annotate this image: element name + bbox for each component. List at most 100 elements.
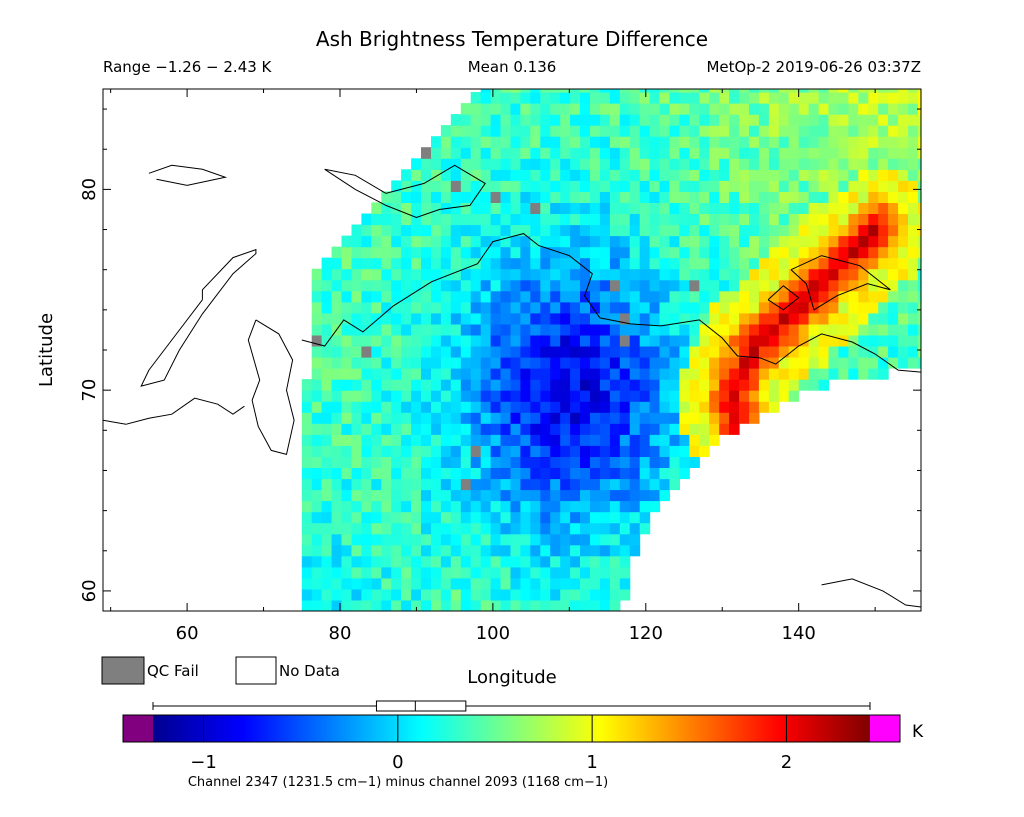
heat-cell: [580, 89, 591, 93]
heat-cell: [490, 555, 502, 568]
heat-cell: [649, 235, 661, 248]
heat-cell: [599, 191, 611, 203]
heat-cell: [510, 224, 521, 237]
heat-cell: [838, 89, 849, 93]
heat-cell: [550, 434, 561, 446]
heat-cell: [719, 412, 730, 424]
heat-cell: [351, 301, 362, 314]
heat-cell: [768, 268, 780, 281]
heat-cell: [609, 445, 621, 457]
heat-cell: [480, 368, 492, 380]
heat-cell: [580, 180, 591, 192]
heat-cell: [341, 279, 352, 292]
heat-cell: [599, 555, 611, 568]
heat-cell: [401, 246, 412, 259]
heat-cell: [431, 412, 442, 424]
heat-cell: [609, 544, 621, 557]
heat-cell: [401, 423, 412, 435]
heat-cell: [440, 511, 452, 524]
heat-cell: [371, 379, 382, 391]
heat-cell: [709, 357, 720, 369]
no-data-label: No Data: [279, 662, 340, 680]
heat-cell: [421, 423, 432, 435]
x-tick-label: 120: [629, 623, 663, 644]
heat-cell: [321, 357, 333, 369]
heat-cell: [361, 323, 372, 336]
heat-cell: [311, 577, 323, 590]
heat-cell: [639, 323, 651, 336]
heat-cell: [659, 323, 670, 336]
heat-cell: [321, 522, 333, 535]
heat-cell: [908, 224, 919, 237]
heat-cell: [908, 169, 919, 181]
heat-cell: [490, 390, 502, 402]
heat-cell: [510, 434, 521, 446]
heat-cell: [749, 334, 760, 347]
heat-cell: [908, 346, 919, 358]
heat-cell: [629, 257, 641, 270]
heat-cell: [540, 445, 551, 457]
heat-cell: [580, 312, 591, 325]
heat-cell: [888, 114, 899, 126]
heat-cell: [391, 445, 402, 457]
heat-cell: [619, 114, 631, 126]
heat-cell: [729, 202, 740, 214]
heat-cell: [709, 125, 720, 137]
heat-cell: [590, 103, 601, 115]
heat-cell: [421, 158, 432, 170]
heat-cell: [450, 544, 462, 557]
heat-cell: [560, 489, 571, 502]
heat-cell: [391, 577, 402, 590]
heat-cell: [570, 390, 581, 402]
heat-cell: [540, 423, 551, 435]
heat-cell: [639, 89, 651, 93]
heat-cell: [629, 323, 641, 336]
heat-cell: [371, 290, 382, 303]
heat-cell: [431, 246, 442, 259]
heat-cell: [411, 191, 422, 203]
heat-cell: [838, 357, 849, 369]
heat-cell: [639, 158, 651, 170]
heat-cell: [580, 125, 591, 137]
heat-cell: [301, 588, 313, 601]
heat-cell: [788, 136, 800, 148]
heat-cell: [580, 136, 591, 148]
heat-cell: [490, 334, 502, 347]
heat-cell: [908, 136, 919, 148]
heat-cell: [908, 103, 919, 115]
heat-cell: [699, 445, 710, 457]
heat-cell: [510, 279, 521, 292]
heat-cell: [401, 467, 412, 480]
heat-cell: [878, 114, 889, 126]
heat-cell: [778, 279, 790, 292]
heat-cell: [768, 334, 780, 347]
heat-cell: [341, 290, 352, 303]
heat-cell: [669, 92, 680, 104]
heat-cell: [530, 500, 541, 513]
heat-cell: [560, 147, 571, 159]
heat-cell: [709, 334, 720, 347]
heat-cell: [709, 89, 720, 93]
heat-cell: [540, 390, 551, 402]
heat-cell: [311, 401, 323, 413]
heat-cell: [758, 290, 770, 303]
heat-cell: [540, 136, 551, 148]
heat-cell: [361, 467, 372, 480]
heat-cell: [341, 600, 352, 611]
heat-cell: [619, 246, 631, 259]
heat-cell: [818, 89, 830, 93]
heat-cell: [540, 92, 551, 104]
heat-cell: [381, 511, 392, 524]
heat-cell: [480, 114, 492, 126]
heat-cell: [838, 92, 849, 104]
heat-cell: [898, 136, 909, 148]
heat-cell: [848, 257, 859, 270]
heat-cell: [361, 368, 372, 380]
heat-cell: [768, 103, 780, 115]
heat-cell: [878, 246, 889, 259]
heat-cell: [749, 92, 760, 104]
heat-cell: [679, 103, 690, 115]
heat-cell: [401, 500, 412, 513]
heat-cell: [530, 511, 541, 524]
heat-cell: [391, 434, 402, 446]
